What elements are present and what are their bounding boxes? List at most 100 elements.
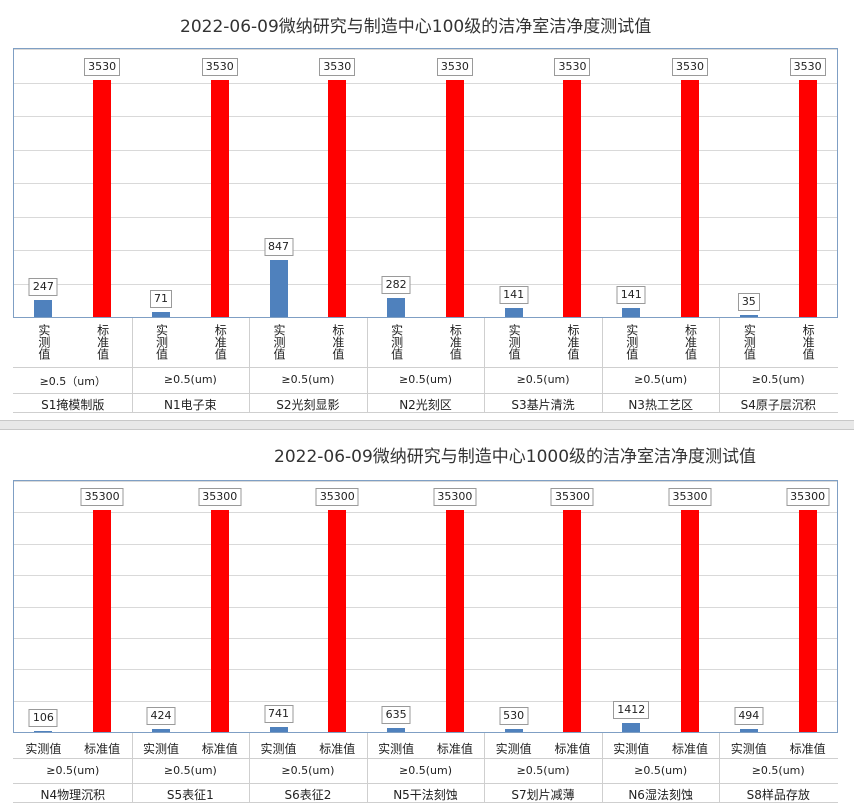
category-label: S4原子层沉积 — [740, 398, 816, 412]
standard-bar — [563, 80, 582, 317]
gridline — [14, 481, 837, 482]
gridline — [14, 512, 837, 514]
measured-data-label: 1412 — [613, 701, 650, 720]
chart-divider — [0, 420, 854, 430]
standard-bar — [328, 510, 347, 732]
measured-tick-label: 实测值 — [25, 742, 62, 756]
particle-size-label: ≥0.5(um) — [399, 764, 452, 777]
measured-data-label: 106 — [28, 709, 58, 727]
gridline — [14, 575, 837, 577]
category-label: S8样品存放 — [746, 788, 810, 802]
axis-separator — [484, 733, 486, 802]
standard-tick-label: 标准值 — [565, 324, 580, 360]
measured-data-label: 35 — [737, 292, 760, 311]
measured-data-label: 141 — [499, 285, 529, 304]
category-label: S7划片减薄 — [511, 788, 575, 802]
measured-bar — [387, 728, 406, 732]
category-label: N4物理沉积 — [40, 788, 106, 802]
standard-bar — [798, 80, 817, 317]
standard-tick-label: 标准值 — [789, 742, 826, 756]
category-label: N6湿法刻蚀 — [628, 788, 693, 802]
plot-area-100 — [13, 48, 838, 318]
standard-bar — [563, 510, 582, 732]
measured-tick-label: 实测值 — [154, 324, 169, 360]
axis-row-separator — [13, 802, 838, 803]
axis-separator — [484, 318, 486, 412]
standard-tick-label: 标准值 — [801, 324, 816, 360]
gridline — [14, 700, 837, 702]
measured-bar — [387, 298, 406, 317]
gridline — [14, 49, 837, 50]
measured-tick-label: 实测值 — [613, 742, 650, 756]
axis-row-separator — [13, 412, 838, 413]
standard-bar — [328, 80, 347, 317]
particle-size-label: ≥0.5(um) — [516, 373, 570, 386]
measured-data-label: 741 — [264, 705, 294, 724]
axis-separator — [249, 733, 251, 802]
gridline — [14, 149, 837, 151]
standard-bar — [445, 510, 464, 732]
measured-bar — [739, 728, 758, 732]
chart-title-100: 2022-06-09微纳研究与制造中心100级的洁净室洁净度测试值 — [180, 17, 652, 37]
particle-size-label: ≥0.5(um) — [163, 373, 217, 386]
standard-bar — [93, 80, 112, 317]
measured-tick-label: 实测值 — [36, 324, 51, 360]
standard-bar — [445, 80, 464, 317]
measured-data-label: 494 — [734, 706, 764, 725]
gridline — [14, 669, 837, 671]
category-label: S5表征1 — [166, 788, 214, 802]
standard-bar — [93, 510, 112, 732]
measured-bar — [622, 723, 641, 732]
standard-data-label: 3530 — [789, 58, 826, 77]
axis-separator — [366, 733, 368, 802]
measured-data-label: 847 — [264, 238, 294, 257]
gridline — [14, 543, 837, 545]
standard-data-label: 3530 — [436, 58, 473, 77]
measured-tick-label: 实测值 — [378, 742, 415, 756]
particle-size-label: ≥0.5(um) — [751, 373, 805, 386]
gridline — [14, 606, 837, 608]
axis-row-separator — [13, 393, 838, 394]
standard-bar — [681, 510, 700, 732]
measured-bar — [151, 312, 170, 317]
standard-tick-label: 标准值 — [213, 324, 228, 360]
standard-tick-label: 标准值 — [330, 324, 345, 360]
gridline — [14, 82, 837, 84]
standard-tick-label: 标准值 — [436, 742, 473, 756]
standard-bar — [210, 510, 229, 732]
measured-bar — [34, 300, 53, 317]
measured-data-label: 141 — [616, 285, 646, 304]
measured-data-label: 71 — [149, 290, 172, 309]
standard-data-label: 3530 — [672, 58, 709, 77]
category-label: S6表征2 — [284, 788, 332, 802]
standard-bar — [210, 80, 229, 317]
measured-tick-label: 实测值 — [260, 742, 297, 756]
axis-row-separator — [13, 758, 838, 759]
standard-tick-label: 标准值 — [201, 742, 238, 756]
chart-title-1000: 2022-06-09微纳研究与制造中心1000级的洁净室洁净度测试值 — [274, 447, 757, 467]
standard-data-label: 3530 — [319, 58, 356, 77]
standard-data-label: 35300 — [433, 488, 477, 507]
gridline — [14, 283, 837, 285]
measured-tick-label: 实测值 — [507, 324, 522, 360]
axis-separator — [366, 318, 368, 412]
axis-separator — [249, 318, 251, 412]
measured-bar — [622, 307, 641, 317]
gridline — [14, 216, 837, 218]
measured-bar — [739, 314, 758, 317]
standard-data-label: 35300 — [668, 488, 712, 507]
particle-size-label: ≥0.5(um) — [516, 764, 570, 777]
standard-data-label: 3530 — [84, 58, 121, 77]
gridline — [14, 116, 837, 117]
category-label: N2光刻区 — [399, 398, 452, 412]
gridline — [14, 637, 837, 639]
measured-bar — [504, 307, 523, 317]
particle-size-label: ≥0.5(um) — [281, 764, 335, 777]
particle-size-label: ≥0.5（um） — [39, 375, 106, 388]
measured-bar — [34, 731, 53, 732]
standard-tick-label: 标准值 — [95, 324, 110, 360]
measured-data-label: 282 — [381, 276, 411, 295]
measured-bar — [269, 727, 288, 732]
particle-size-label: ≥0.5(um) — [281, 373, 335, 386]
standard-bar — [681, 80, 700, 317]
